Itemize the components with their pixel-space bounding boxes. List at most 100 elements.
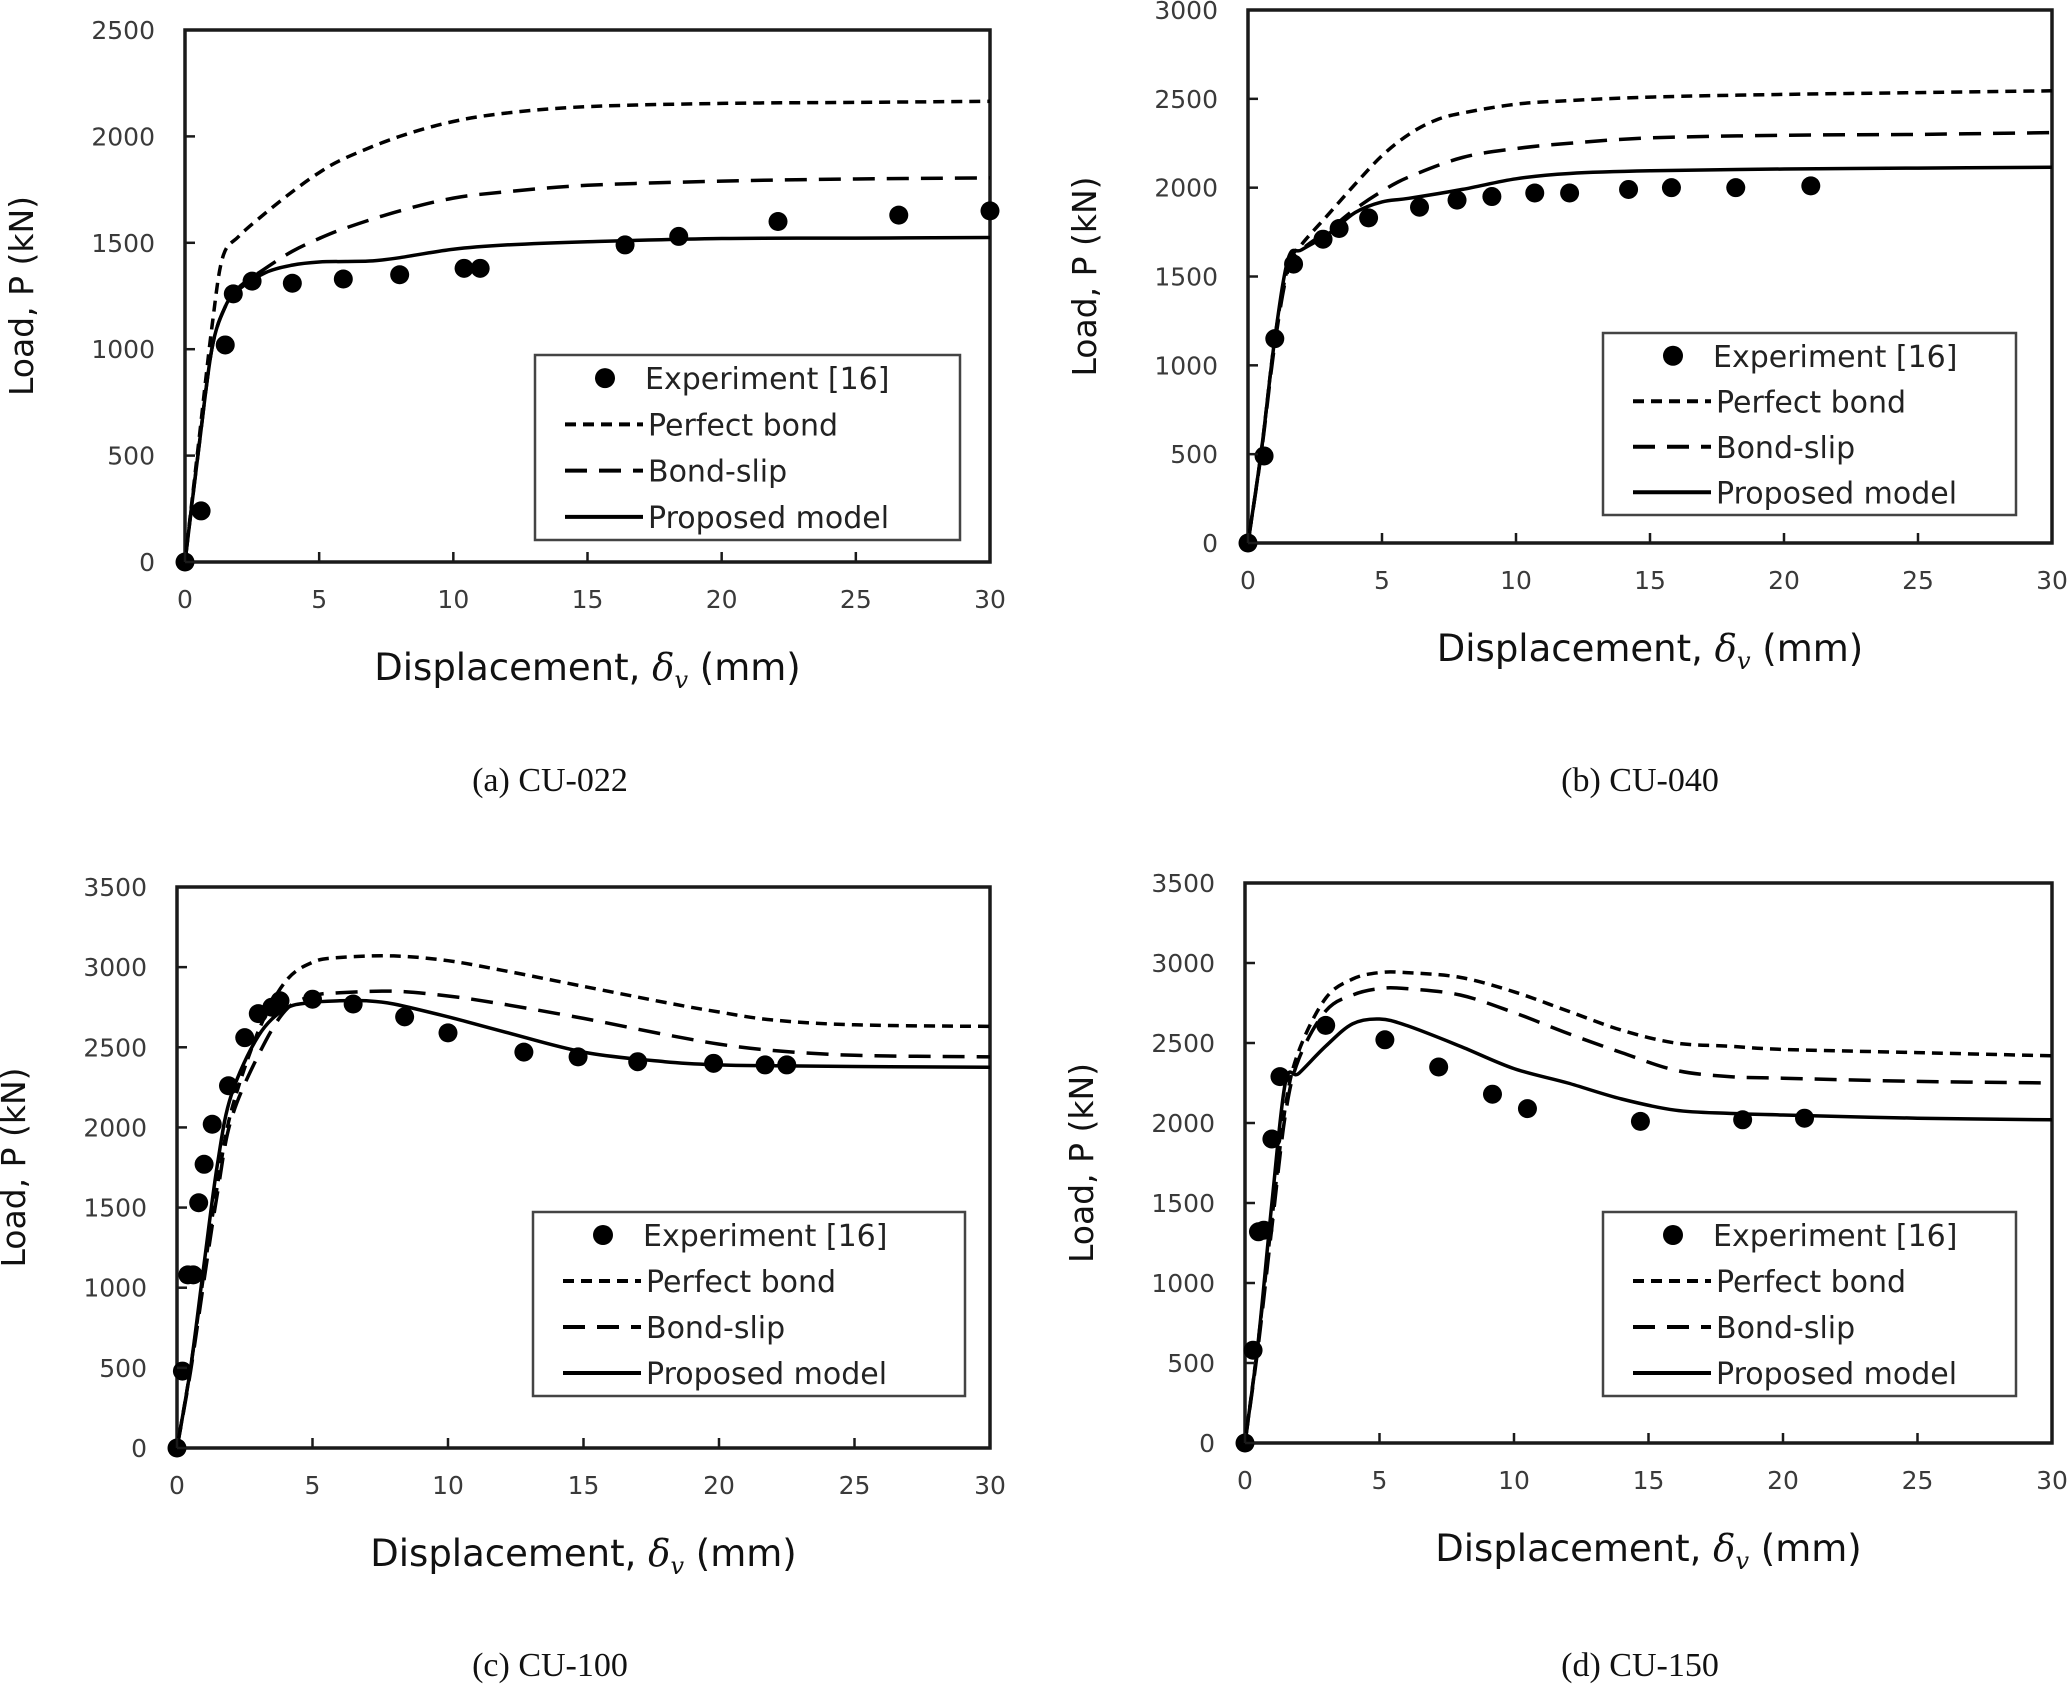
x-tick-label: 5 — [1372, 1466, 1388, 1495]
data-point-experiment-16 — [343, 994, 363, 1014]
legend-label-experiment: Experiment [16] — [1713, 340, 1957, 375]
axis-ticks: 0 5 10 15 20 25 30 0 500 1000 1500 2000 2500 3000 3500 — [83, 873, 1006, 1500]
data-point-experiment-16 — [669, 226, 689, 246]
data-point-experiment-16 — [1661, 178, 1681, 198]
y-tick-label: 0 — [1199, 1429, 1215, 1458]
y-tick-label: 1000 — [83, 1274, 147, 1303]
data-point-experiment-16 — [1316, 1015, 1336, 1035]
legend-marker-experiment — [595, 368, 615, 389]
data-point-experiment-16 — [454, 258, 474, 278]
y-tick-label: 2500 — [1154, 85, 1218, 114]
y-tick-label: 3000 — [1154, 0, 1218, 25]
y-tick-label: 0 — [131, 1434, 147, 1463]
data-point-experiment-16 — [191, 501, 211, 521]
y-tick-label: 2500 — [83, 1033, 147, 1062]
panel-caption: (d) CU-150 — [1561, 1647, 1719, 1684]
y-tick-label: 1000 — [1151, 1269, 1215, 1298]
data-point-experiment-16 — [1482, 187, 1502, 207]
y-tick-label: 3500 — [1151, 869, 1215, 898]
x-tick-label: 20 — [1768, 566, 1800, 595]
x-tick-label: 5 — [311, 585, 327, 614]
y-tick-label: 0 — [1202, 529, 1218, 558]
data-point-experiment-16 — [235, 1028, 255, 1048]
x-tick-label: 25 — [839, 1471, 871, 1500]
series-line-proposed-model — [1245, 1017, 2053, 1444]
data-point-experiment-16 — [1560, 183, 1580, 203]
legend-label-proposed-model: Proposed model — [1716, 1357, 1957, 1392]
data-point-experiment-16 — [390, 265, 410, 285]
y-tick-label: 1000 — [91, 335, 155, 364]
legend-label-perfect-bond: Perfect bond — [646, 1265, 836, 1300]
x-tick-label: 15 — [568, 1471, 600, 1500]
series-line-proposed-model — [1248, 165, 2053, 544]
data-point-experiment-16 — [514, 1042, 534, 1062]
legend-label-bond-slip: Bond-slip — [1716, 431, 1855, 466]
legend-label-experiment: Experiment [16] — [643, 1219, 887, 1254]
legend-label-perfect-bond: Perfect bond — [1716, 1265, 1906, 1300]
panel-caption: (c) CU-100 — [472, 1647, 628, 1684]
x-axis-title: Displacement, δv (mm) — [1435, 1527, 1861, 1575]
x-tick-label: 10 — [1498, 1466, 1530, 1495]
data-point-experiment-16 — [1619, 179, 1639, 199]
data-point-experiment-16 — [628, 1052, 648, 1072]
data-point-experiment-16 — [1429, 1057, 1449, 1077]
panel-d-cu-150: 0 5 10 15 20 25 30 0 500 1000 1500 2000 2500 3000 3500… — [1062, 869, 2067, 1684]
x-tick-label: 0 — [1237, 1466, 1253, 1495]
data-point-experiment-16 — [189, 1193, 209, 1213]
data-point-experiment-16 — [438, 1023, 458, 1043]
legend-label-experiment: Experiment [16] — [1713, 1219, 1957, 1254]
x-tick-label: 15 — [1633, 1466, 1665, 1495]
y-axis-title: Load, P (kN) — [1062, 1063, 1101, 1263]
legend: Experiment [16] Perfect bond Bond-slip P… — [533, 353, 962, 542]
y-tick-label: 1500 — [1151, 1189, 1215, 1218]
x-tick-label: 15 — [572, 585, 604, 614]
legend-label-bond-slip: Bond-slip — [1716, 1311, 1855, 1346]
data-point-experiment-16 — [1726, 178, 1746, 198]
y-axis-title: Load, P (kN) — [1065, 176, 1104, 376]
data-point-experiment-16 — [1410, 197, 1430, 217]
data-point-experiment-16 — [470, 258, 490, 278]
x-tick-label: 0 — [1240, 566, 1256, 595]
y-tick-label: 1000 — [1154, 351, 1218, 380]
x-axis-title: Displacement, δv (mm) — [374, 646, 800, 694]
panel-caption: (b) CU-040 — [1561, 762, 1719, 799]
y-tick-label: 2000 — [1151, 1109, 1215, 1138]
x-tick-label: 30 — [974, 1471, 1006, 1500]
data-point-experiment-16 — [333, 269, 353, 289]
legend: Experiment [16] Perfect bond Bond-slip P… — [531, 1210, 967, 1398]
legend-label-proposed-model: Proposed model — [1716, 476, 1957, 511]
x-tick-label: 30 — [2036, 1466, 2067, 1495]
data-point-experiment-16 — [215, 335, 235, 355]
y-tick-label: 1500 — [83, 1194, 147, 1223]
legend-marker-experiment — [1663, 1225, 1683, 1245]
x-tick-label: 30 — [2036, 566, 2067, 595]
data-point-experiment-16 — [768, 212, 788, 232]
data-point-experiment-16 — [1447, 190, 1467, 210]
y-tick-label: 500 — [1170, 440, 1218, 469]
panel-a-cu-022: 0 5 10 15 20 25 30 0 500 1000 1500 2000 2500 Displac… — [2, 16, 1006, 799]
panel-c-cu-100: 0 5 10 15 20 25 30 0 500 1000 1500 2000 2500 3000 3500… — [0, 873, 1006, 1684]
legend-label-bond-slip: Bond-slip — [646, 1311, 785, 1346]
x-tick-label: 5 — [1374, 566, 1390, 595]
x-tick-label: 10 — [1500, 566, 1532, 595]
y-tick-label: 500 — [99, 1354, 147, 1383]
legend-label-perfect-bond: Perfect bond — [648, 408, 838, 443]
y-tick-label: 2000 — [83, 1113, 147, 1142]
legend-label-experiment: Experiment [16] — [645, 362, 889, 397]
x-tick-label: 0 — [177, 585, 193, 614]
x-tick-label: 25 — [840, 585, 872, 614]
data-point-experiment-16 — [1359, 208, 1379, 228]
x-tick-label: 25 — [1902, 1466, 1934, 1495]
x-axis-title: Displacement, δv (mm) — [370, 1532, 796, 1580]
curves — [175, 99, 1000, 572]
panel-caption: (a) CU-022 — [472, 762, 628, 799]
legend: Experiment [16] Perfect bond Bond-slip P… — [1601, 331, 2018, 517]
axis-ticks: 0 5 10 15 20 25 30 0 500 1000 1500 2000 2500 3000 3500 — [1151, 869, 2067, 1495]
x-tick-label: 20 — [1767, 1466, 1799, 1495]
data-point-experiment-16 — [1375, 1030, 1395, 1050]
legend: Experiment [16] Perfect bond Bond-slip P… — [1601, 1210, 2018, 1398]
y-axis-title: Load, P (kN) — [0, 1067, 33, 1267]
data-point-experiment-16 — [615, 235, 635, 255]
y-tick-label: 2000 — [91, 122, 155, 151]
